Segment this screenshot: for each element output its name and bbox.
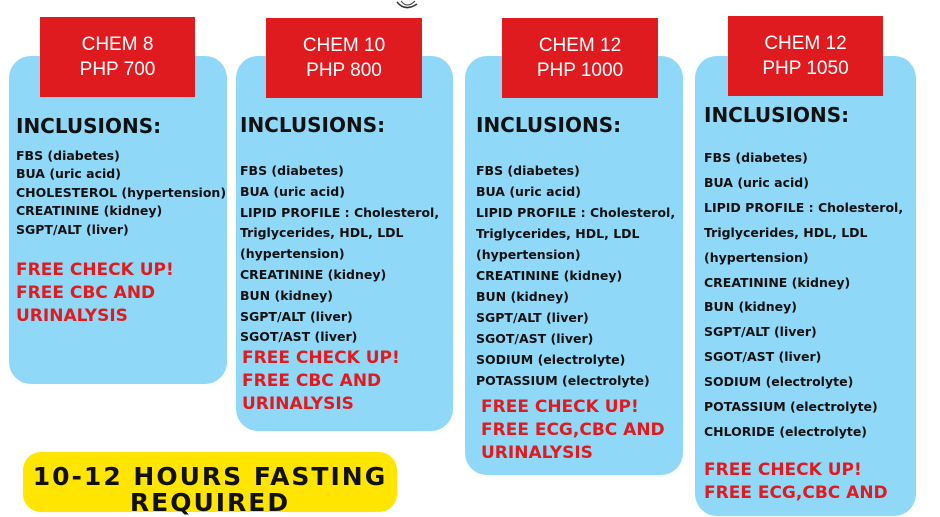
- list-item: BUA (uric acid): [704, 174, 809, 190]
- list-item: CREATININE (kidney): [476, 268, 623, 283]
- list-item: SGPT/ALT (liver): [240, 308, 353, 324]
- list-item: (hypertension): [476, 247, 581, 262]
- inclusions-list: FBS (diabetes) BUA (uric acid) LIPID PRO…: [704, 146, 903, 445]
- list-item: POTASSIUM (electrolyte): [476, 373, 650, 388]
- fasting-line-1: 10-12 HOURS FASTING: [32, 462, 388, 491]
- package-name: CHEM 10: [302, 35, 386, 56]
- list-item: BUN (kidney): [704, 299, 797, 315]
- package-price: PHP 1050: [762, 58, 849, 79]
- list-item: CREATININE (kidney): [16, 203, 163, 219]
- list-item: POTASSIUM (electrolyte): [704, 399, 878, 415]
- list-item: Triglycerides, HDL, LDL: [476, 226, 640, 241]
- freebies-block: FREE CHECK UP! FREE CBC AND URINALYSIS: [242, 347, 400, 416]
- list-item: SODIUM (electrolyte): [476, 352, 626, 367]
- list-item: LIPID PROFILE : Cholesterol,: [704, 199, 904, 215]
- list-item: FBS (diabetes): [476, 163, 580, 178]
- package-card-chem12-1050: [695, 56, 916, 516]
- freebie-text: FREE CBC AND: [242, 371, 382, 391]
- freebies-block: FREE CHECK UP! FREE ECG,CBC AND URINALYS…: [481, 396, 665, 465]
- package-card-chem8: [9, 56, 227, 384]
- list-item: SGPT/ALT (liver): [16, 221, 129, 237]
- package-price: PHP 700: [79, 59, 156, 80]
- inclusions-heading: INCLUSIONS:: [704, 103, 850, 127]
- freebie-text: FREE ECG,CBC AND: [481, 420, 665, 440]
- freebie-text: URINALYSIS: [242, 394, 354, 414]
- package-card-chem10: [236, 56, 453, 431]
- package-name: CHEM 12: [764, 33, 847, 54]
- list-item: SGPT/ALT (liver): [704, 324, 817, 340]
- freebie-text: URINALYSIS: [481, 443, 593, 463]
- package-tag-chem10: CHEM 10 PHP 800: [266, 18, 422, 98]
- list-item: BUN (kidney): [476, 289, 569, 304]
- list-item: FBS (diabetes): [240, 163, 344, 178]
- inclusions-heading: INCLUSIONS:: [476, 113, 622, 137]
- list-item: SGOT/AST (liver): [240, 329, 358, 345]
- package-name: CHEM 12: [538, 35, 622, 56]
- freebie-text: FREE ECG,CBC AND: [704, 483, 888, 503]
- list-item: SGOT/AST (liver): [476, 331, 594, 346]
- list-item: FBS (diabetes): [16, 148, 120, 163]
- inclusions-list: FBS (diabetes) BUA (uric acid) CHOLESTER…: [16, 147, 226, 239]
- list-item: BUA (uric acid): [16, 166, 121, 182]
- package-price: PHP 800: [306, 60, 382, 81]
- freebie-text: FREE CHECK UP!: [242, 348, 400, 368]
- list-item: CREATININE (kidney): [704, 274, 851, 290]
- list-item: BUA (uric acid): [240, 183, 345, 199]
- list-item: FBS (diabetes): [704, 150, 808, 165]
- package-tag-chem12-1050: CHEM 12 PHP 1050: [728, 16, 883, 96]
- package-card-chem12-1000: [465, 56, 683, 475]
- list-item: BUN (kidney): [240, 287, 333, 303]
- inclusions-list: FBS (diabetes) BUA (uric acid) LIPID PRO…: [476, 160, 675, 391]
- list-item: Triglycerides, HDL, LDL: [704, 224, 868, 240]
- freebie-text: FREE CBC AND: [16, 283, 156, 303]
- fasting-banner: 10-12 HOURS FASTING REQUIRED: [23, 452, 397, 516]
- list-item: SGOT/AST (liver): [704, 349, 822, 365]
- freebie-text: FREE CHECK UP!: [481, 397, 639, 417]
- logo-fragment-icon: [396, 0, 418, 9]
- fasting-line-2: REQUIRED: [129, 488, 291, 517]
- list-item: LIPID PROFILE : Cholesterol,: [240, 204, 440, 220]
- inclusions-heading: INCLUSIONS:: [16, 114, 162, 138]
- package-tag-chem12-1000: CHEM 12 PHP 1000: [502, 18, 658, 98]
- inclusions-heading: INCLUSIONS:: [240, 113, 386, 137]
- list-item: SODIUM (electrolyte): [704, 374, 854, 390]
- list-item: CHOLESTEROL (hypertension): [16, 184, 227, 200]
- fasting-banner-text: 10-12 HOURS FASTING REQUIRED: [23, 464, 397, 516]
- freebies-block: FREE CHECK UP! FREE ECG,CBC AND: [704, 459, 888, 505]
- list-item: Triglycerides, HDL, LDL: [240, 225, 404, 241]
- list-item: LIPID PROFILE : Cholesterol,: [476, 205, 676, 220]
- list-item: SGPT/ALT (liver): [476, 310, 589, 325]
- freebie-text: FREE CHECK UP!: [16, 260, 174, 280]
- package-price: PHP 1000: [536, 60, 624, 81]
- list-item: (hypertension): [704, 249, 809, 265]
- freebies-block: FREE CHECK UP! FREE CBC AND URINALYSIS: [16, 259, 174, 328]
- package-name: CHEM 8: [81, 34, 154, 55]
- freebie-text: FREE CHECK UP!: [704, 460, 862, 480]
- list-item: (hypertension): [240, 246, 345, 262]
- freebie-text: URINALYSIS: [16, 306, 128, 326]
- list-item: BUA (uric acid): [476, 184, 581, 199]
- list-item: CHLORIDE (electrolyte): [704, 423, 868, 439]
- inclusions-list: FBS (diabetes) BUA (uric acid) LIPID PRO…: [240, 161, 439, 348]
- list-item: CREATININE (kidney): [240, 266, 387, 282]
- package-tag-chem8: CHEM 8 PHP 700: [40, 17, 195, 97]
